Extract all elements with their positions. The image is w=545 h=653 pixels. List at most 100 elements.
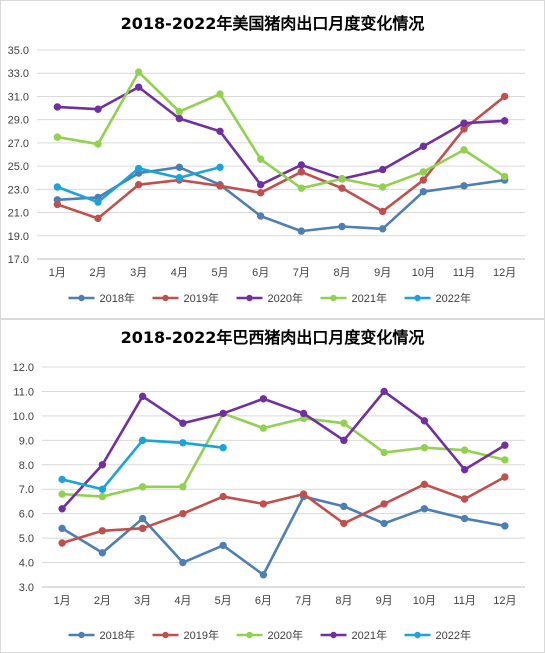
data-point: [338, 222, 346, 231]
data-point: [340, 519, 348, 528]
series-2020年: [58, 409, 509, 501]
series-line: [56, 70, 506, 190]
data-point: [297, 168, 306, 176]
series-2019年: [53, 92, 509, 223]
data-point: [219, 409, 227, 418]
x-tick-label: 12月: [493, 267, 516, 279]
x-tick-label: 2月: [89, 267, 106, 279]
data-point: [134, 83, 143, 91]
us-pork-export-chart: 2018-2022年美国猪肉出口月度变化情况 17.0 19.0 21.0 23.0 25…: [0, 0, 545, 319]
y-tick-label: 9.0: [19, 435, 34, 447]
legend-marker: [162, 294, 169, 302]
y-tick-label: 12.0: [13, 362, 34, 374]
data-point: [219, 492, 227, 501]
data-point: [380, 448, 388, 457]
y-tick-label: 29.0: [8, 115, 29, 127]
data-point: [420, 443, 429, 452]
data-point: [219, 443, 227, 452]
legend-marker: [414, 294, 421, 302]
series-2021年: [58, 387, 509, 513]
series-2021年: [53, 68, 509, 192]
data-point: [58, 505, 66, 513]
data-point: [340, 502, 348, 511]
x-tick-label: 9月: [374, 267, 391, 279]
y-tick-label: 19.0: [8, 231, 29, 243]
data-point: [380, 500, 388, 508]
data-point: [419, 168, 428, 176]
y-tick-label: 8.0: [19, 460, 34, 472]
data-point: [256, 155, 265, 163]
data-point: [179, 558, 187, 567]
series-line: [60, 412, 507, 498]
legend-marker: [330, 294, 337, 302]
legend-label: 2018年: [100, 291, 135, 305]
data-point: [420, 417, 429, 425]
brazil-pork-export-chart: 2018-2022年巴西猪肉出口月度变化情况 3.0 4.0 5.0 6.0 7.0 8.0…: [0, 319, 545, 653]
legend-label: 2021年: [352, 291, 387, 305]
data-point: [501, 522, 509, 530]
data-point: [216, 163, 224, 171]
data-point: [378, 165, 387, 174]
data-point: [378, 183, 387, 191]
legend-label: 2021年: [352, 628, 387, 642]
data-point: [299, 409, 308, 418]
series-line: [60, 390, 507, 511]
x-tick-label: 7月: [293, 267, 310, 279]
data-point: [420, 505, 429, 513]
data-point: [94, 198, 102, 206]
data-point: [340, 419, 348, 427]
x-tick-label: 3月: [130, 267, 147, 279]
legend: 2018年 2019年 2020年 2021年 2022年: [68, 291, 471, 305]
data-point: [380, 387, 388, 396]
data-point: [460, 465, 469, 474]
data-point: [501, 473, 509, 481]
data-point: [138, 436, 147, 445]
data-point: [94, 105, 102, 113]
y-tick-label: 33.0: [8, 68, 29, 80]
data-point: [179, 483, 187, 491]
data-point: [219, 541, 227, 550]
data-point: [256, 180, 265, 189]
x-tick-label: 12月: [493, 595, 516, 607]
y-tick-label: 17.0: [8, 254, 29, 266]
x-tick-label: 5月: [215, 595, 232, 607]
y-tick-label: 5.0: [19, 533, 34, 545]
data-point: [216, 127, 224, 135]
data-point: [179, 419, 187, 427]
data-point: [256, 189, 265, 197]
series-line: [56, 165, 506, 233]
legend-label: 2022年: [436, 628, 471, 642]
y-tick-label: 35.0: [8, 45, 29, 57]
x-tick-label: 7月: [295, 595, 312, 607]
x-tick-label: 10月: [413, 595, 436, 607]
x-tick-label: 6月: [252, 267, 269, 279]
data-point: [259, 395, 268, 403]
data-point: [58, 524, 66, 533]
data-point: [53, 103, 62, 111]
data-point: [500, 117, 509, 125]
x-tick-label: 8月: [333, 267, 350, 279]
series-2019年: [58, 473, 509, 547]
series-line: [60, 495, 507, 577]
x-tick-label: 10月: [412, 267, 435, 279]
y-tick-label: 3.0: [19, 582, 34, 594]
data-point: [179, 439, 187, 447]
legend-label: 2019年: [184, 628, 219, 642]
x-tick-label: 8月: [335, 595, 352, 607]
data-point: [297, 184, 306, 192]
legend-label: 2020年: [268, 628, 303, 642]
chart-panel: [0, 0, 545, 319]
data-point: [500, 92, 509, 101]
chart-title: 2018-2022年美国猪肉出口月度变化情况: [121, 14, 425, 33]
data-point: [175, 114, 184, 123]
x-tick-label: 1月: [49, 267, 66, 279]
data-point: [378, 207, 387, 216]
data-point: [338, 184, 346, 192]
data-point: [338, 175, 346, 183]
data-point: [216, 182, 224, 190]
data-point: [53, 183, 62, 191]
data-point: [419, 176, 428, 184]
legend-marker: [246, 294, 253, 302]
data-point: [134, 164, 143, 173]
